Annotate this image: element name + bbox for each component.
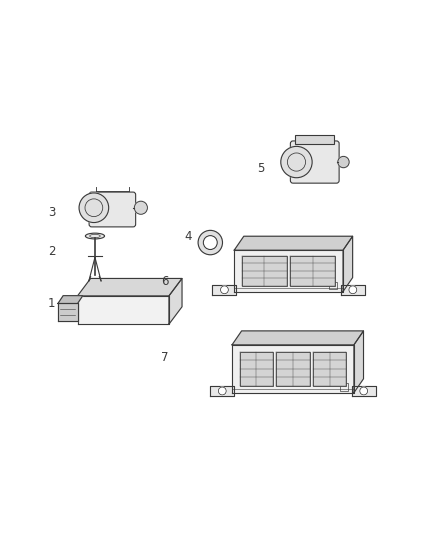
- Bar: [240, 352, 273, 386]
- Polygon shape: [341, 285, 365, 295]
- Polygon shape: [78, 278, 182, 296]
- Polygon shape: [234, 236, 353, 250]
- Polygon shape: [58, 296, 83, 303]
- Polygon shape: [352, 386, 376, 396]
- Polygon shape: [58, 303, 78, 321]
- Polygon shape: [210, 386, 234, 396]
- Bar: [242, 256, 287, 286]
- Text: 7: 7: [161, 351, 168, 365]
- Text: 3: 3: [48, 206, 55, 219]
- Circle shape: [360, 387, 367, 395]
- Circle shape: [220, 286, 228, 294]
- Circle shape: [349, 286, 357, 294]
- Circle shape: [134, 201, 148, 214]
- Polygon shape: [78, 296, 169, 324]
- Bar: [276, 352, 310, 386]
- Bar: [295, 135, 334, 144]
- Bar: [290, 256, 335, 286]
- Text: 1: 1: [48, 297, 55, 310]
- Ellipse shape: [85, 233, 105, 239]
- Polygon shape: [234, 250, 343, 292]
- Text: 6: 6: [161, 275, 168, 288]
- FancyBboxPatch shape: [290, 141, 339, 183]
- Polygon shape: [232, 345, 354, 393]
- Circle shape: [203, 236, 217, 249]
- Circle shape: [79, 193, 109, 223]
- Polygon shape: [343, 236, 353, 292]
- Circle shape: [281, 147, 312, 177]
- Polygon shape: [169, 278, 182, 324]
- Bar: [329, 281, 337, 289]
- Text: 4: 4: [185, 230, 192, 243]
- Circle shape: [219, 387, 226, 395]
- Bar: [340, 383, 348, 391]
- Polygon shape: [232, 331, 364, 345]
- Polygon shape: [212, 285, 237, 295]
- Circle shape: [198, 230, 223, 255]
- FancyBboxPatch shape: [89, 192, 136, 227]
- Text: 2: 2: [48, 245, 55, 258]
- Text: 5: 5: [257, 162, 264, 175]
- Circle shape: [338, 156, 349, 168]
- Bar: [313, 352, 346, 386]
- Polygon shape: [354, 331, 364, 393]
